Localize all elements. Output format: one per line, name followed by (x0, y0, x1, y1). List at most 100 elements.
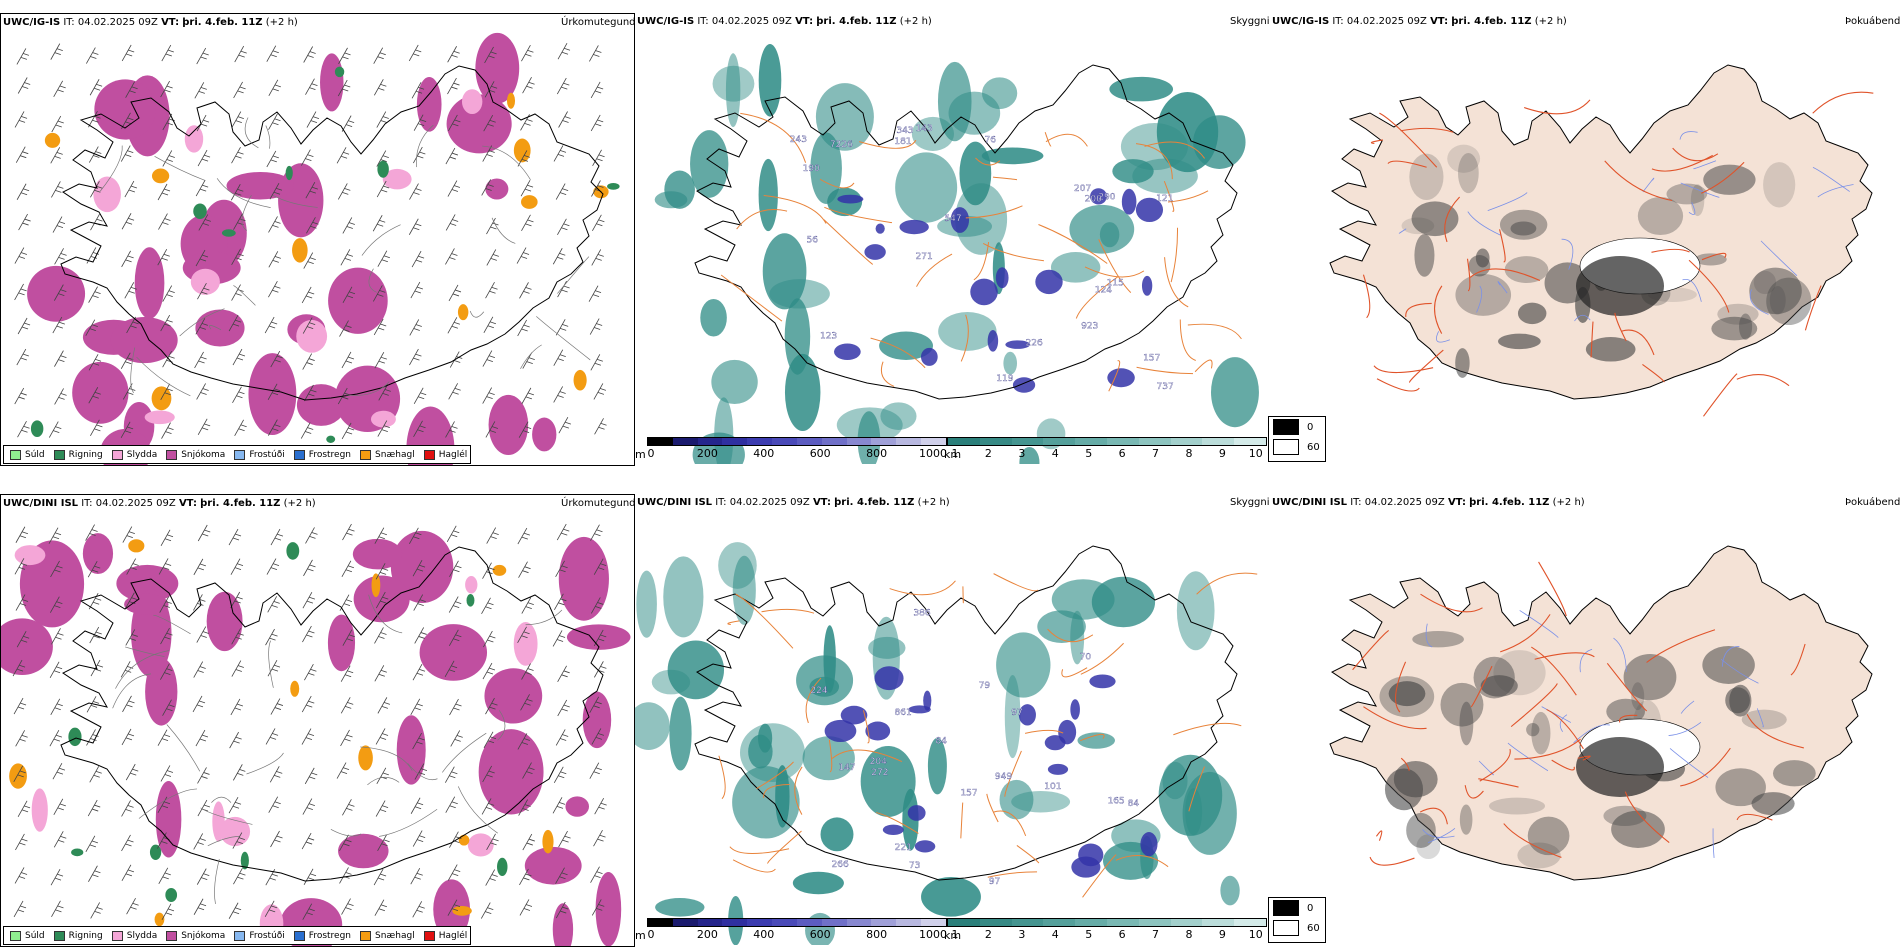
legend-swatch (166, 449, 178, 460)
fog-cell (1468, 255, 1491, 277)
lead-time: (+2 h) (283, 498, 316, 509)
river (1541, 706, 1572, 723)
fog-cell (1753, 270, 1777, 295)
legend-swatch (53, 930, 65, 941)
wind-barb (303, 559, 316, 577)
precip-cell (116, 564, 179, 603)
wind-barb (516, 247, 530, 264)
legend-item: Snjókoma (166, 930, 226, 941)
wind-barb (483, 316, 497, 333)
precip-cell (352, 538, 403, 570)
low-ceiling-cell (834, 343, 861, 360)
road (457, 786, 498, 834)
ceiling-label: 97 (989, 877, 1000, 887)
road (729, 846, 790, 854)
wind-barb (269, 766, 283, 783)
river (1476, 285, 1483, 313)
road (491, 217, 516, 244)
wind-barb (230, 591, 243, 609)
legend-label: Frostúði (249, 930, 285, 941)
field-name: Skyggni (1230, 16, 1270, 27)
colorbar-segment (1202, 438, 1235, 445)
road (207, 835, 240, 847)
fog-cell (1527, 816, 1570, 856)
low-visibility-area (725, 53, 741, 128)
legend-item: Slydda (111, 930, 157, 941)
wind-barb (413, 594, 426, 611)
legend-swatch (293, 449, 305, 460)
low-visibility-area (1050, 252, 1101, 283)
low-visibility-area (792, 871, 844, 895)
wind-barb (160, 80, 173, 98)
wind-barb (158, 213, 171, 230)
legend-item: Rigning (53, 449, 103, 460)
low-ceiling-cell (864, 244, 886, 260)
colorbar-segment (772, 919, 797, 926)
wind-barb (197, 799, 211, 817)
precip-cell (219, 816, 251, 847)
colorbar-tick: 6 (1118, 928, 1126, 941)
colorbar-segment (1138, 438, 1171, 445)
wind-barb (193, 898, 207, 915)
river (1693, 160, 1717, 170)
fog-cell (1694, 253, 1727, 266)
precip-cell (582, 691, 612, 749)
river (1398, 228, 1407, 234)
wind-barb (197, 282, 210, 300)
road (1433, 285, 1443, 334)
road (1016, 845, 1040, 864)
wind-barb (590, 354, 603, 371)
wind-barb (124, 282, 137, 299)
precip-cell (565, 796, 590, 817)
legend-swatch (360, 930, 372, 941)
wind-barb (557, 280, 570, 298)
river (1756, 708, 1764, 728)
colorbar-tick: 7 (1152, 447, 1160, 460)
road (720, 274, 783, 322)
wind-barb (160, 663, 173, 680)
wind-barb (553, 766, 567, 783)
colorbar-segment (921, 919, 946, 926)
wind-barb (195, 318, 208, 335)
wind-barb (408, 218, 422, 235)
precip-cell (128, 539, 145, 553)
wind-barb (52, 762, 66, 780)
wind-barb (301, 728, 315, 745)
colorbar-tick: 1 (951, 928, 959, 941)
road (1167, 190, 1209, 203)
wind-barb (590, 114, 604, 132)
low-visibility-area (955, 183, 1008, 255)
road (1510, 683, 1558, 728)
wind-barb (484, 46, 497, 64)
low-visibility-area (823, 625, 836, 693)
fog-index-legend: 0 60 (1268, 897, 1326, 943)
precip-cell (71, 848, 84, 857)
road (735, 593, 794, 649)
fog-cell (1480, 675, 1518, 697)
road (1514, 738, 1581, 760)
legend-label: Snjókoma (181, 930, 226, 941)
road (268, 640, 274, 688)
init-time: 04.02.2025 09Z (729, 497, 810, 508)
low-visibility-area (938, 311, 997, 351)
valid-time: þri. 4.feb. 11Z (834, 497, 915, 508)
road (1080, 733, 1105, 742)
low-visibility-area (714, 397, 734, 464)
wind-barb (122, 526, 135, 543)
wind-barb (50, 560, 63, 578)
wind-barbs (14, 43, 607, 440)
wind-barb (341, 422, 355, 440)
precip-cell (326, 435, 336, 443)
wind-barb (521, 45, 534, 62)
road (718, 755, 726, 800)
fog-cell (1459, 804, 1473, 835)
wind-barb (555, 729, 569, 746)
low-visibility-area (635, 702, 670, 750)
precip-cell (382, 168, 412, 190)
fog-legend-row: 0 (1273, 417, 1325, 437)
wind-barb (409, 348, 422, 366)
river (1559, 714, 1568, 733)
ceiling-label: 207 (1074, 184, 1091, 194)
legend-swatch (234, 449, 246, 460)
map-canvas: 8612721479784949386266221165204101157972… (635, 542, 1258, 945)
